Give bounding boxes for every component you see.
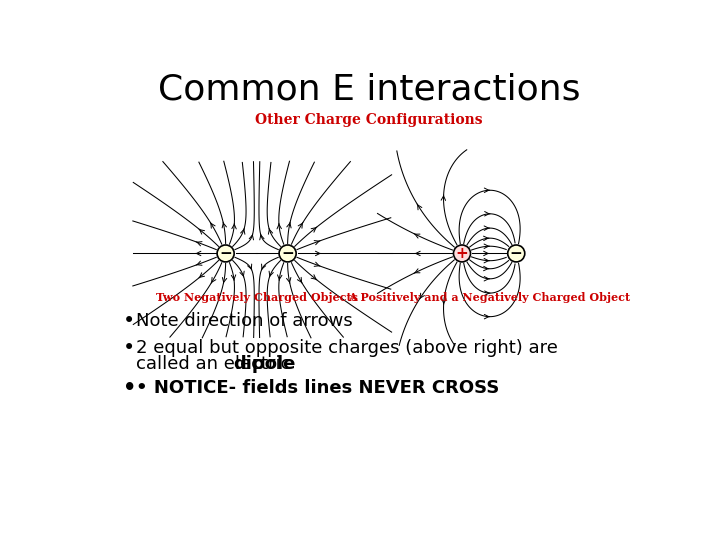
Text: Note direction of arrows: Note direction of arrows [137, 312, 354, 330]
Circle shape [508, 245, 525, 262]
Text: called an electric: called an electric [137, 355, 297, 373]
Text: −: − [282, 246, 294, 261]
Text: −: − [510, 246, 523, 261]
Circle shape [279, 245, 296, 262]
Text: dipole: dipole [233, 355, 295, 373]
Text: •: • [122, 338, 135, 358]
Circle shape [217, 245, 234, 262]
Text: •: • [122, 311, 135, 331]
Circle shape [454, 245, 471, 262]
Text: Common E interactions: Common E interactions [158, 72, 580, 106]
Text: •: • [122, 378, 136, 398]
Text: Other Charge Configurations: Other Charge Configurations [255, 113, 483, 127]
Text: • NOTICE- fields lines NEVER CROSS: • NOTICE- fields lines NEVER CROSS [137, 379, 500, 397]
Text: −: − [220, 246, 232, 261]
Text: +: + [456, 246, 469, 261]
Text: Two Negatively Charged Objects: Two Negatively Charged Objects [156, 292, 358, 303]
Text: 2 equal but opposite charges (above right) are: 2 equal but opposite charges (above righ… [137, 339, 559, 357]
Text: A Positively and a Negatively Charged Object: A Positively and a Negatively Charged Ob… [348, 292, 630, 303]
